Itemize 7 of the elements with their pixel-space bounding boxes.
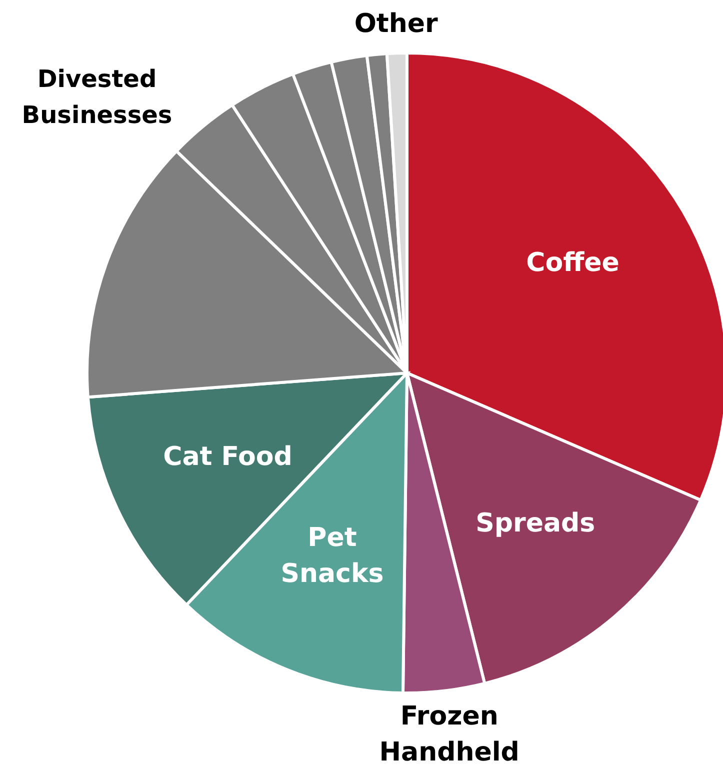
slice-label: Spreads <box>476 508 596 538</box>
slice-label: Coffee <box>526 248 620 278</box>
slice-label: Cat Food <box>163 442 292 472</box>
slice-label: Other <box>354 9 438 40</box>
slice-label: Frozen Handheld <box>379 702 520 768</box>
slice-label: Pet Snacks <box>280 522 384 589</box>
text: Divested Businesses <box>22 64 172 129</box>
